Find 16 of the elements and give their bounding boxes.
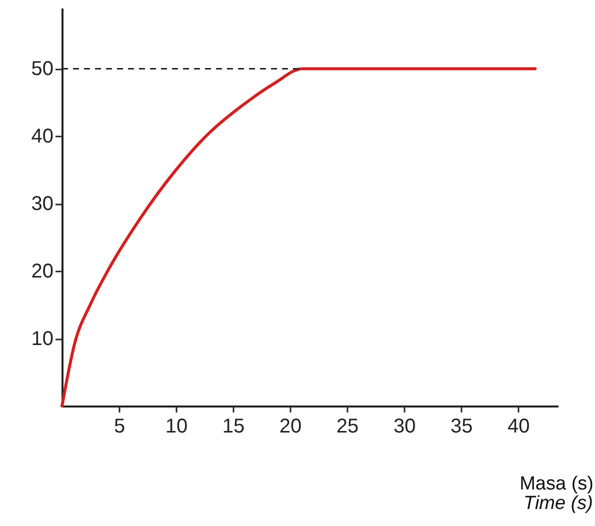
x-tick-label: 35 (450, 416, 473, 438)
x-tick-label: 20 (279, 416, 302, 438)
text: Time (s) (524, 493, 593, 514)
x-tick-label: 30 (393, 416, 416, 438)
x-tick-label: 25 (336, 416, 359, 438)
y-tick-label: 20 (31, 260, 54, 283)
y-tick-label: 40 (31, 126, 54, 148)
y-tick-label: 50 (31, 58, 54, 80)
x-tick-label: 10 (165, 416, 188, 438)
line-series (60, 67, 537, 408)
x-axis-title: Masa (s) (520, 474, 594, 494)
x-tick-label: 15 (222, 416, 245, 438)
x-tick-label: 40 (507, 416, 530, 438)
y-tick-label: 30 (31, 193, 54, 216)
x-tick-label: 5 (114, 416, 126, 438)
y-tick-label: 10 (31, 328, 54, 350)
